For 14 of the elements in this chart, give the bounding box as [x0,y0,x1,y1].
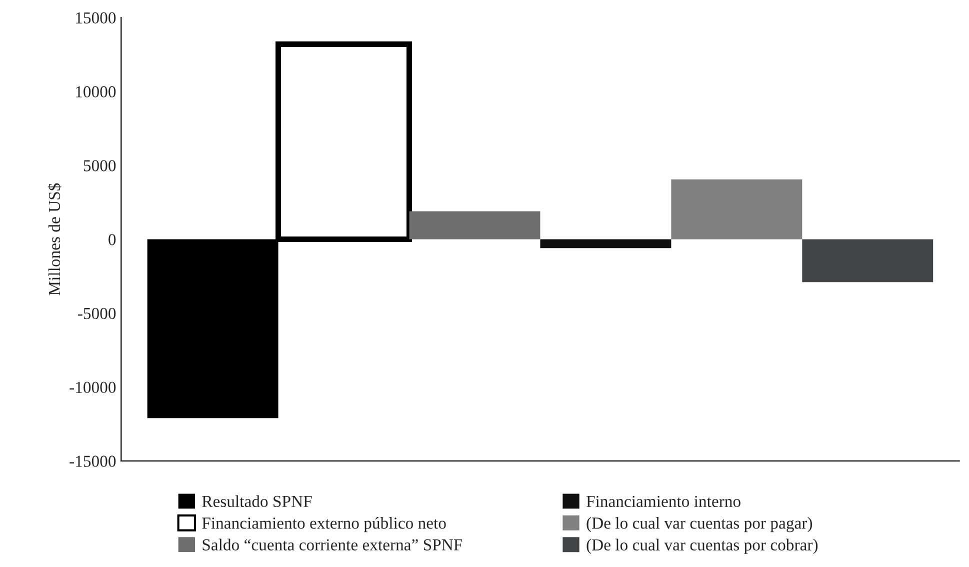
legend-label: (De lo cual var cuentas por cobrar) [586,538,818,554]
y-tick-label: -10000 [70,382,116,394]
y-tick-label: 15000 [76,12,116,24]
legend-label: Saldo “cuenta corriente externa” SPNF [202,538,462,550]
legend-label: Financiamiento interno [586,496,740,508]
legend-label: Resultado SPNF [202,495,312,508]
y-tick-label: 10000 [76,86,116,98]
y-tick-label: -15000 [70,456,116,467]
y-tick-label: 0 [108,234,116,246]
legend-label: (De lo cual var cuentas por pagar) [586,517,812,532]
legend-label: Financiamiento externo público neto [202,517,446,532]
y-tick-label: 5000 [84,160,116,172]
y-axis-title: Millones de US$ [48,183,62,296]
y-tick-label: -5000 [78,308,116,320]
